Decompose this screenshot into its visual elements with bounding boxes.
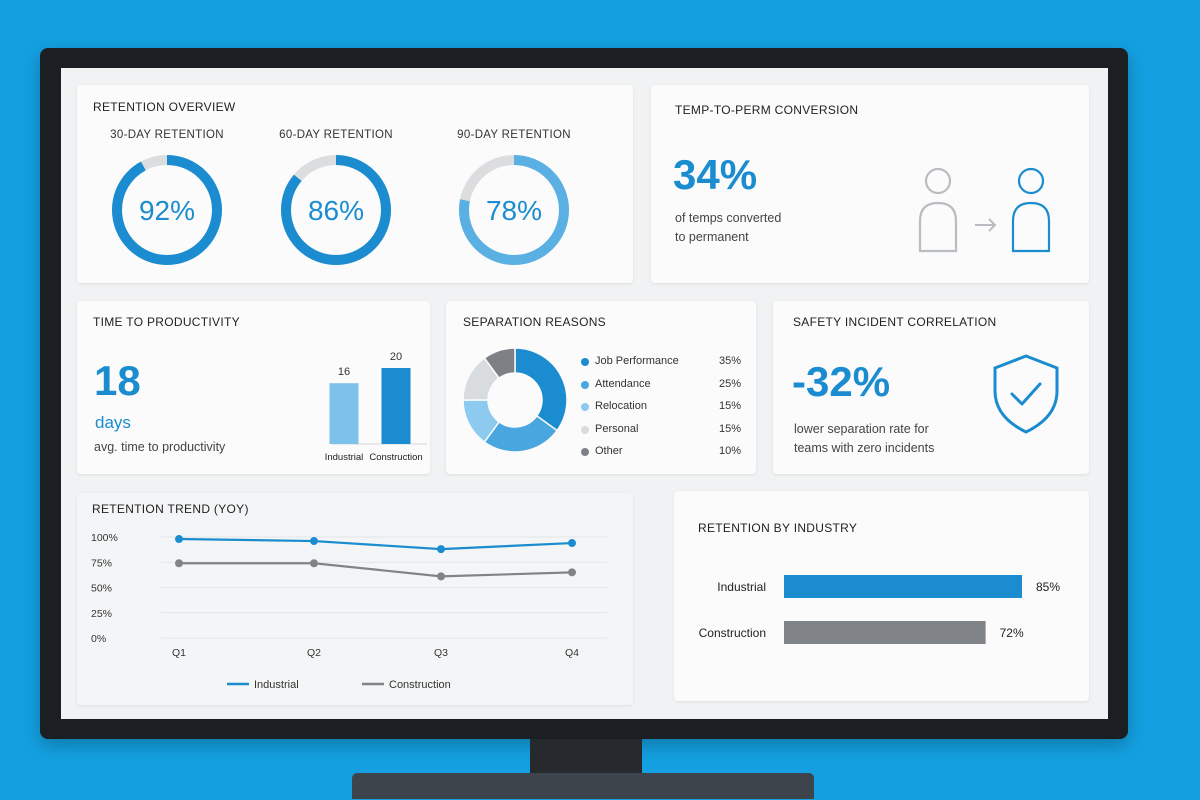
legend-value: 35% <box>718 355 741 367</box>
legend-value: 25% <box>718 377 741 390</box>
conversion-value: 34% <box>673 151 758 198</box>
donut-slice <box>514 347 568 432</box>
series-point <box>310 537 318 546</box>
series-point <box>175 535 183 544</box>
y-tick-label: 75% <box>91 557 112 569</box>
retention-gauge-ring: 92% <box>112 155 222 265</box>
legend-value: 15% <box>718 422 741 435</box>
legend-swatch <box>581 448 589 457</box>
productivity-bar-chart: 16Industrial20Construction18Overall <box>325 351 427 463</box>
legend-value: 10% <box>718 445 741 458</box>
x-tick-label: Q4 <box>565 647 579 659</box>
legend-swatch <box>581 380 589 389</box>
time-to-productivity-card: TIME TO PRODUCTIVITY 18 days avg. time t… <box>77 301 430 474</box>
legend-swatch <box>581 425 589 434</box>
legend-label: Attendance <box>595 377 651 390</box>
legend-value: 15% <box>718 400 741 413</box>
legend-label: Relocation <box>595 400 647 413</box>
gauge-fill-arc <box>281 155 391 265</box>
bar-category-label: Construction <box>369 452 422 463</box>
productivity-value: 18 <box>94 357 141 404</box>
conversion-desc-line2: to permanent <box>675 230 749 244</box>
gauge-label: 90-DAY RETENTION <box>457 129 571 141</box>
x-tick-label: Q3 <box>434 647 448 659</box>
series-point <box>437 545 445 554</box>
gauge-label: 60-DAY RETENTION <box>279 129 393 141</box>
bar-category-label: Industrial <box>717 580 766 594</box>
series-point <box>310 559 318 568</box>
bar-value-label: 16 <box>338 366 350 378</box>
bar-value-label: 20 <box>390 351 402 363</box>
legend-label: Job Performance <box>595 355 679 367</box>
gauge-value: 86% <box>308 195 364 226</box>
gauge-value: 78% <box>486 195 542 226</box>
x-tick-label: Q2 <box>307 647 321 659</box>
series-point <box>437 572 445 581</box>
legend-label: Industrial <box>254 679 299 691</box>
temp-to-perm-card: TEMP-TO-PERM CONVERSION 34% of temps con… <box>651 85 1089 283</box>
legend-swatch <box>581 358 589 366</box>
y-tick-label: 25% <box>91 608 112 620</box>
conversion-desc-line1: of temps converted <box>675 211 782 225</box>
dashboard-screen: RETENTION OVERVIEW 30-DAY RETENTION 92% 60… <box>61 68 1108 719</box>
bar-category-label: Construction <box>699 626 766 640</box>
arrow-right-icon <box>975 218 997 232</box>
gauge-fill-arc <box>112 155 222 265</box>
retention-by-industry-card: RETENTION BY INDUSTRY Industrial 85% Const… <box>674 491 1089 701</box>
series-point <box>175 559 183 568</box>
productivity-desc: avg. time to productivity <box>94 440 226 454</box>
card-title: SEPARATION REASONS <box>463 315 606 329</box>
series-line-industrial <box>178 537 573 551</box>
safety-correlation-card: SAFETY INCIDENT CORRELATION -32% lower s… <box>773 301 1089 474</box>
series-point <box>568 539 576 548</box>
retention-overview-card: RETENTION OVERVIEW 30-DAY RETENTION 92% 60… <box>77 85 633 283</box>
temp-person-icon <box>918 167 958 253</box>
temp-to-perm-illustration <box>918 167 1051 253</box>
bar-value-label: 85% <box>1036 580 1060 594</box>
safety-value: -32% <box>792 358 891 405</box>
retention-trend-card: RETENTION TREND (YOY) 100% 75% 50% 25% 0% Q1 Q… <box>77 493 633 705</box>
card-title: RETENTION OVERVIEW <box>93 100 236 114</box>
safety-desc-line1: lower separation rate for <box>794 422 929 436</box>
gauge-fill-arc <box>459 155 569 265</box>
card-title: RETENTION TREND (YOY) <box>92 502 249 516</box>
card-title: SAFETY INCIDENT CORRELATION <box>793 315 997 329</box>
gauge-value: 92% <box>139 195 195 226</box>
legend-swatch <box>581 403 589 412</box>
retention-trend-line-chart: 100% 75% 50% 25% 0% Q1 Q2 Q3 Q4 Industrial Constru… <box>91 532 607 691</box>
industry-bar-chart: Industrial 85% Construction 72% <box>699 575 1060 644</box>
monitor-stand-base <box>352 773 814 799</box>
productivity-bar <box>381 368 411 444</box>
safety-desc-line2: teams with zero incidents <box>794 441 935 455</box>
card-title: RETENTION BY INDUSTRY <box>698 521 858 535</box>
industry-bar <box>784 621 986 644</box>
separation-reasons-card: SEPARATION REASONS Job Performance 35% Att… <box>446 301 756 474</box>
x-tick-label: Q1 <box>172 647 186 659</box>
retention-gauge-ring: 86% <box>281 155 391 265</box>
retention-gauge-ring: 78% <box>459 155 569 265</box>
productivity-unit: days <box>95 413 131 432</box>
monitor-stand-neck <box>530 739 642 773</box>
legend-label: Construction <box>389 679 451 691</box>
donut-slice <box>483 347 516 380</box>
permanent-person-icon <box>1011 167 1051 253</box>
legend-label: Personal <box>595 422 639 435</box>
y-tick-label: 50% <box>91 583 112 595</box>
separation-donut-chart <box>462 347 568 453</box>
card-title: TEMP-TO-PERM CONVERSION <box>675 103 859 117</box>
productivity-bar <box>329 383 359 444</box>
series-line-construction <box>179 562 573 578</box>
y-tick-label: 0% <box>91 633 106 645</box>
y-tick-label: 100% <box>91 532 118 544</box>
gauge-label: 30-DAY RETENTION <box>110 129 224 141</box>
bar-category-label: Industrial <box>325 452 364 463</box>
bar-value-label: 72% <box>1000 626 1024 640</box>
series-point <box>568 568 576 577</box>
legend-label: Other <box>595 445 623 458</box>
card-title: TIME TO PRODUCTIVITY <box>93 315 240 329</box>
shield-check-icon <box>993 354 1059 434</box>
industry-bar <box>784 575 1022 598</box>
